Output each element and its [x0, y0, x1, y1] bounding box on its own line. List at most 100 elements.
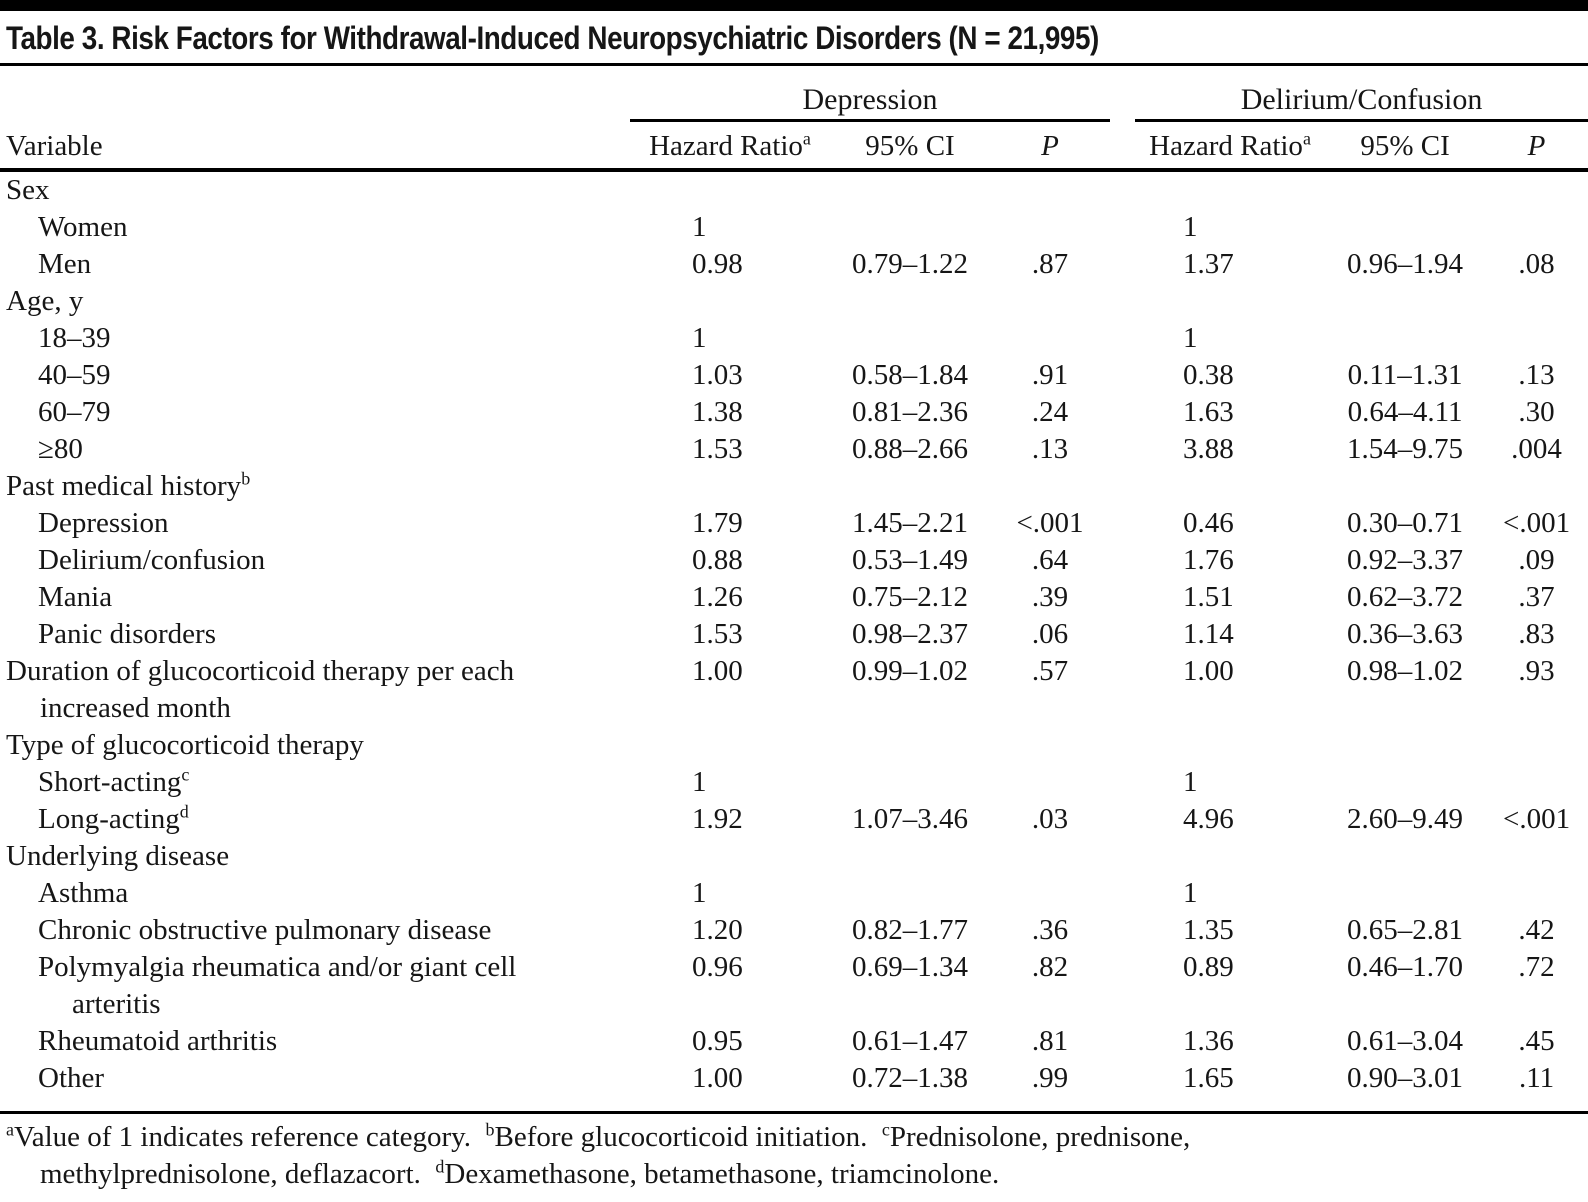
table-row: Long-actingd 1.92 1.07–3.46 .03 4.96 2.60–9.4…: [0, 801, 1588, 838]
table-row: Underlying disease: [0, 838, 1588, 875]
hazard-ratio-label: Hazard Ratio: [649, 130, 803, 162]
del-ci-value: 0.64–4.11: [1347, 396, 1463, 428]
row-label: 60–79: [38, 396, 111, 428]
del-p-value: [1485, 283, 1588, 320]
del-p-value: .42: [1518, 914, 1555, 946]
column-gap: [1110, 394, 1135, 431]
footnote: aValue of 1 indicates reference category…: [0, 1114, 1588, 1193]
table-row: Asthma 1 1: [0, 875, 1588, 912]
column-gap: [1110, 949, 1135, 1023]
p-header-depression: P: [990, 120, 1111, 172]
dep-hazard-ratio-value: 1: [692, 766, 707, 798]
row-label: Depression: [38, 507, 169, 539]
del-p-value: [1485, 727, 1588, 764]
dep-hazard-ratio-value: 1.00: [692, 1062, 743, 1094]
del-ci-value: 0.92–3.37: [1347, 544, 1464, 576]
row-label: Sex: [6, 174, 50, 206]
row-label: Polymyalgia rheumatica and/or giant cell…: [38, 951, 517, 1020]
dep-p-value: .36: [1031, 914, 1069, 946]
del-ci-value: [1325, 875, 1485, 912]
footnote-marker-a: a: [802, 128, 811, 149]
del-ci-value: [1325, 170, 1485, 209]
dep-hazard-ratio-value: 0.96: [692, 951, 743, 983]
table-row: Type of glucocorticoid therapy: [0, 727, 1588, 764]
del-p-value: [1485, 468, 1588, 505]
dep-p-value: <.001: [1016, 507, 1084, 539]
risk-factors-table: Depression Delirium/Confusion Variable H…: [0, 66, 1588, 1114]
row-label: Past medical historyb: [6, 468, 251, 502]
del-ci-value: 2.60–9.49: [1347, 803, 1464, 835]
dep-p-value: [990, 170, 1110, 209]
dep-p-value: .57: [1031, 655, 1069, 687]
del-hazard-ratio-value: 1: [1183, 766, 1198, 798]
hazard-ratio-label: Hazard Ratio: [1149, 130, 1303, 162]
del-hazard-ratio-value: [1135, 468, 1325, 505]
dep-hazard-ratio-value: 0.88: [692, 544, 743, 576]
dep-ci-value: 0.98–2.37: [852, 618, 968, 650]
dep-hazard-ratio-value: 1.38: [692, 396, 743, 428]
column-gap: [1110, 801, 1135, 838]
del-ci-value: 1.54–9.75: [1347, 433, 1464, 465]
column-gap: [1110, 246, 1135, 283]
table-row: Polymyalgia rheumatica and/or giant cell…: [0, 949, 1588, 1023]
row-label: Mania: [38, 581, 113, 613]
del-p-value: .83: [1518, 618, 1555, 650]
dep-hazard-ratio-value: 1.03: [692, 359, 743, 391]
del-p-value: .93: [1518, 655, 1555, 687]
row-label: ≥80: [38, 433, 83, 465]
row-label: Delirium/confusion: [38, 544, 266, 576]
dep-hazard-ratio-value: [630, 727, 830, 764]
group-header-row: Depression Delirium/Confusion: [0, 66, 1588, 122]
row-label: Asthma: [38, 877, 129, 909]
column-gap: [1110, 727, 1135, 764]
dep-p-value: .39: [1031, 581, 1069, 613]
dep-ci-value: [830, 170, 990, 209]
dep-hazard-ratio-value: 1.79: [692, 507, 743, 539]
dep-hazard-ratio-value: 1: [692, 322, 707, 354]
column-gap: [1110, 357, 1135, 394]
column-gap: [1110, 542, 1135, 579]
dep-p-value: .24: [1031, 396, 1069, 428]
dep-ci-value: 0.58–1.84: [852, 359, 968, 391]
footnote-line: methylprednisolone, deflazacort. dDexame…: [40, 1156, 1000, 1190]
delirium-group-header: Delirium/Confusion: [1135, 66, 1588, 122]
ci-header-depression: 95% CI: [830, 120, 990, 172]
dep-ci-value: 0.69–1.34: [852, 951, 968, 983]
dep-p-value: .91: [1031, 359, 1069, 391]
dep-hazard-ratio-value: 1.53: [692, 433, 743, 465]
del-hazard-ratio-value: 3.88: [1183, 433, 1234, 465]
del-ci-value: 0.30–0.71: [1347, 507, 1464, 539]
dep-ci-value: 0.79–1.22: [852, 248, 968, 280]
del-hazard-ratio-value: 1.37: [1183, 248, 1234, 280]
del-p-value: .004: [1511, 433, 1562, 465]
table-row: Chronic obstructive pulmonary disease 1.2…: [0, 912, 1588, 949]
footnote-marker-a: a: [1302, 128, 1311, 149]
del-ci-value: [1325, 283, 1485, 320]
dep-hazard-ratio-value: 1.00: [692, 655, 743, 687]
del-p-value: .45: [1518, 1025, 1555, 1057]
table-row: Other 1.00 0.72–1.38 .99 1.65 0.90–3.01 .11: [0, 1060, 1588, 1113]
dep-hazard-ratio-value: [630, 170, 830, 209]
dep-hazard-ratio-value: [630, 838, 830, 875]
row-label: Chronic obstructive pulmonary disease: [38, 914, 492, 946]
del-p-value: .37: [1518, 581, 1555, 613]
dep-hazard-ratio-value: [630, 283, 830, 320]
dep-ci-value: [830, 468, 990, 505]
row-label: 18–39: [38, 322, 111, 354]
table-row: Duration of glucocorticoid therapy per e…: [0, 653, 1588, 727]
del-p-value: [1485, 170, 1588, 209]
column-gap: [1110, 468, 1135, 505]
del-p-value: [1485, 838, 1588, 875]
table-body: Sex Women 1 1 Men 0.98 0.79–1.22.87 1.37 0.96–1.…: [0, 170, 1588, 1113]
column-gap: [1110, 653, 1135, 727]
del-p-value: .13: [1518, 359, 1555, 391]
hazard-ratio-header-delirium: Hazard Ratioa: [1135, 120, 1326, 172]
del-hazard-ratio-value: [1135, 838, 1325, 875]
p-header-delirium: P: [1485, 120, 1588, 172]
del-p-value: .11: [1518, 1062, 1555, 1094]
del-hazard-ratio-value: 1.51: [1183, 581, 1234, 613]
del-hazard-ratio-value: 4.96: [1183, 803, 1234, 835]
del-ci-value: [1325, 209, 1485, 246]
dep-ci-value: [830, 320, 990, 357]
del-ci-value: 0.98–1.02: [1347, 655, 1464, 687]
